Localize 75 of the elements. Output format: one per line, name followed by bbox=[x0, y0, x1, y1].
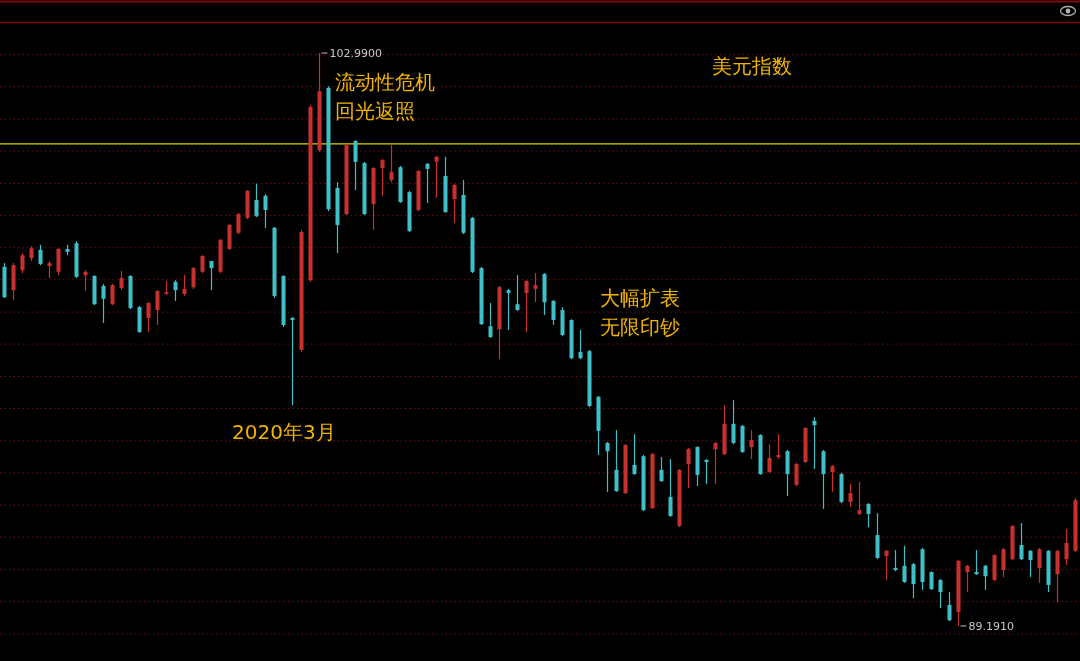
candlestick bbox=[947, 591, 952, 622]
candlestick bbox=[155, 289, 160, 326]
candlestick bbox=[848, 483, 853, 508]
candlestick bbox=[119, 270, 124, 291]
candlestick bbox=[668, 458, 673, 518]
candlestick bbox=[290, 316, 295, 406]
candlestick bbox=[749, 429, 754, 460]
chart-title: 美元指数 bbox=[712, 54, 792, 78]
candlestick bbox=[506, 288, 511, 331]
candlestick bbox=[965, 564, 970, 593]
candlestick bbox=[1037, 547, 1042, 584]
candlestick bbox=[254, 183, 259, 218]
candlestick bbox=[713, 441, 718, 485]
candlestick bbox=[20, 252, 25, 274]
candlestick bbox=[821, 449, 826, 510]
candlestick bbox=[524, 279, 529, 333]
annotation: 2020年3月 bbox=[232, 420, 336, 444]
candlestick bbox=[983, 564, 988, 591]
candlestick bbox=[605, 441, 610, 493]
candlestick bbox=[353, 139, 358, 191]
candlestick bbox=[911, 562, 916, 599]
candlestick bbox=[857, 481, 862, 516]
candlestick bbox=[776, 433, 781, 460]
candlestick bbox=[884, 549, 889, 581]
candlestick bbox=[866, 502, 871, 528]
candlestick bbox=[1064, 528, 1069, 566]
candlestick bbox=[515, 274, 520, 312]
candlestick bbox=[929, 570, 934, 591]
candlestick bbox=[101, 283, 106, 324]
candlestick bbox=[785, 449, 790, 497]
candlestick bbox=[767, 443, 772, 474]
candlestick bbox=[794, 462, 799, 487]
candlestick bbox=[830, 464, 835, 493]
candlestick bbox=[263, 193, 268, 229]
candlestick bbox=[812, 416, 817, 470]
candlestick bbox=[38, 244, 43, 266]
candlestick bbox=[938, 578, 943, 609]
annotation: 大幅扩表 bbox=[600, 286, 680, 310]
candlestick bbox=[551, 299, 556, 326]
annotation: 回光返照 bbox=[335, 99, 415, 123]
candlestick bbox=[434, 155, 439, 199]
annotation: 流动性危机 bbox=[335, 70, 435, 94]
candlestick bbox=[686, 447, 691, 489]
candlestick bbox=[56, 247, 61, 276]
candlestick bbox=[974, 549, 979, 576]
annotation: 102.9900 bbox=[329, 46, 382, 60]
candlestick bbox=[425, 162, 430, 204]
candlestick bbox=[614, 429, 619, 493]
candlestick bbox=[389, 143, 394, 183]
candlestick bbox=[83, 269, 88, 292]
candlestick bbox=[146, 301, 151, 333]
candlestick bbox=[659, 456, 664, 483]
candlestick bbox=[1028, 549, 1033, 578]
candlestick bbox=[731, 399, 736, 445]
candlestick bbox=[191, 266, 196, 290]
candlestick bbox=[704, 458, 709, 485]
candlestick bbox=[1019, 522, 1024, 561]
candlestick bbox=[173, 279, 178, 302]
candlestick bbox=[209, 260, 214, 291]
candlestick bbox=[632, 433, 637, 476]
candlestick bbox=[902, 545, 907, 584]
candlestick bbox=[488, 302, 493, 339]
candlestick bbox=[110, 283, 115, 306]
candlestick bbox=[1055, 549, 1060, 603]
candlestick bbox=[533, 272, 538, 303]
candlestick bbox=[236, 212, 241, 235]
candlestick bbox=[1001, 547, 1006, 578]
candlestick bbox=[452, 183, 457, 224]
candlestick bbox=[182, 274, 187, 297]
candlestick bbox=[380, 158, 385, 197]
candlestick bbox=[578, 329, 583, 360]
candlestick bbox=[875, 512, 880, 560]
annotation: 89.1910 bbox=[968, 619, 1014, 633]
annotation: 无限印钞 bbox=[600, 315, 680, 339]
candlestick bbox=[893, 549, 898, 572]
